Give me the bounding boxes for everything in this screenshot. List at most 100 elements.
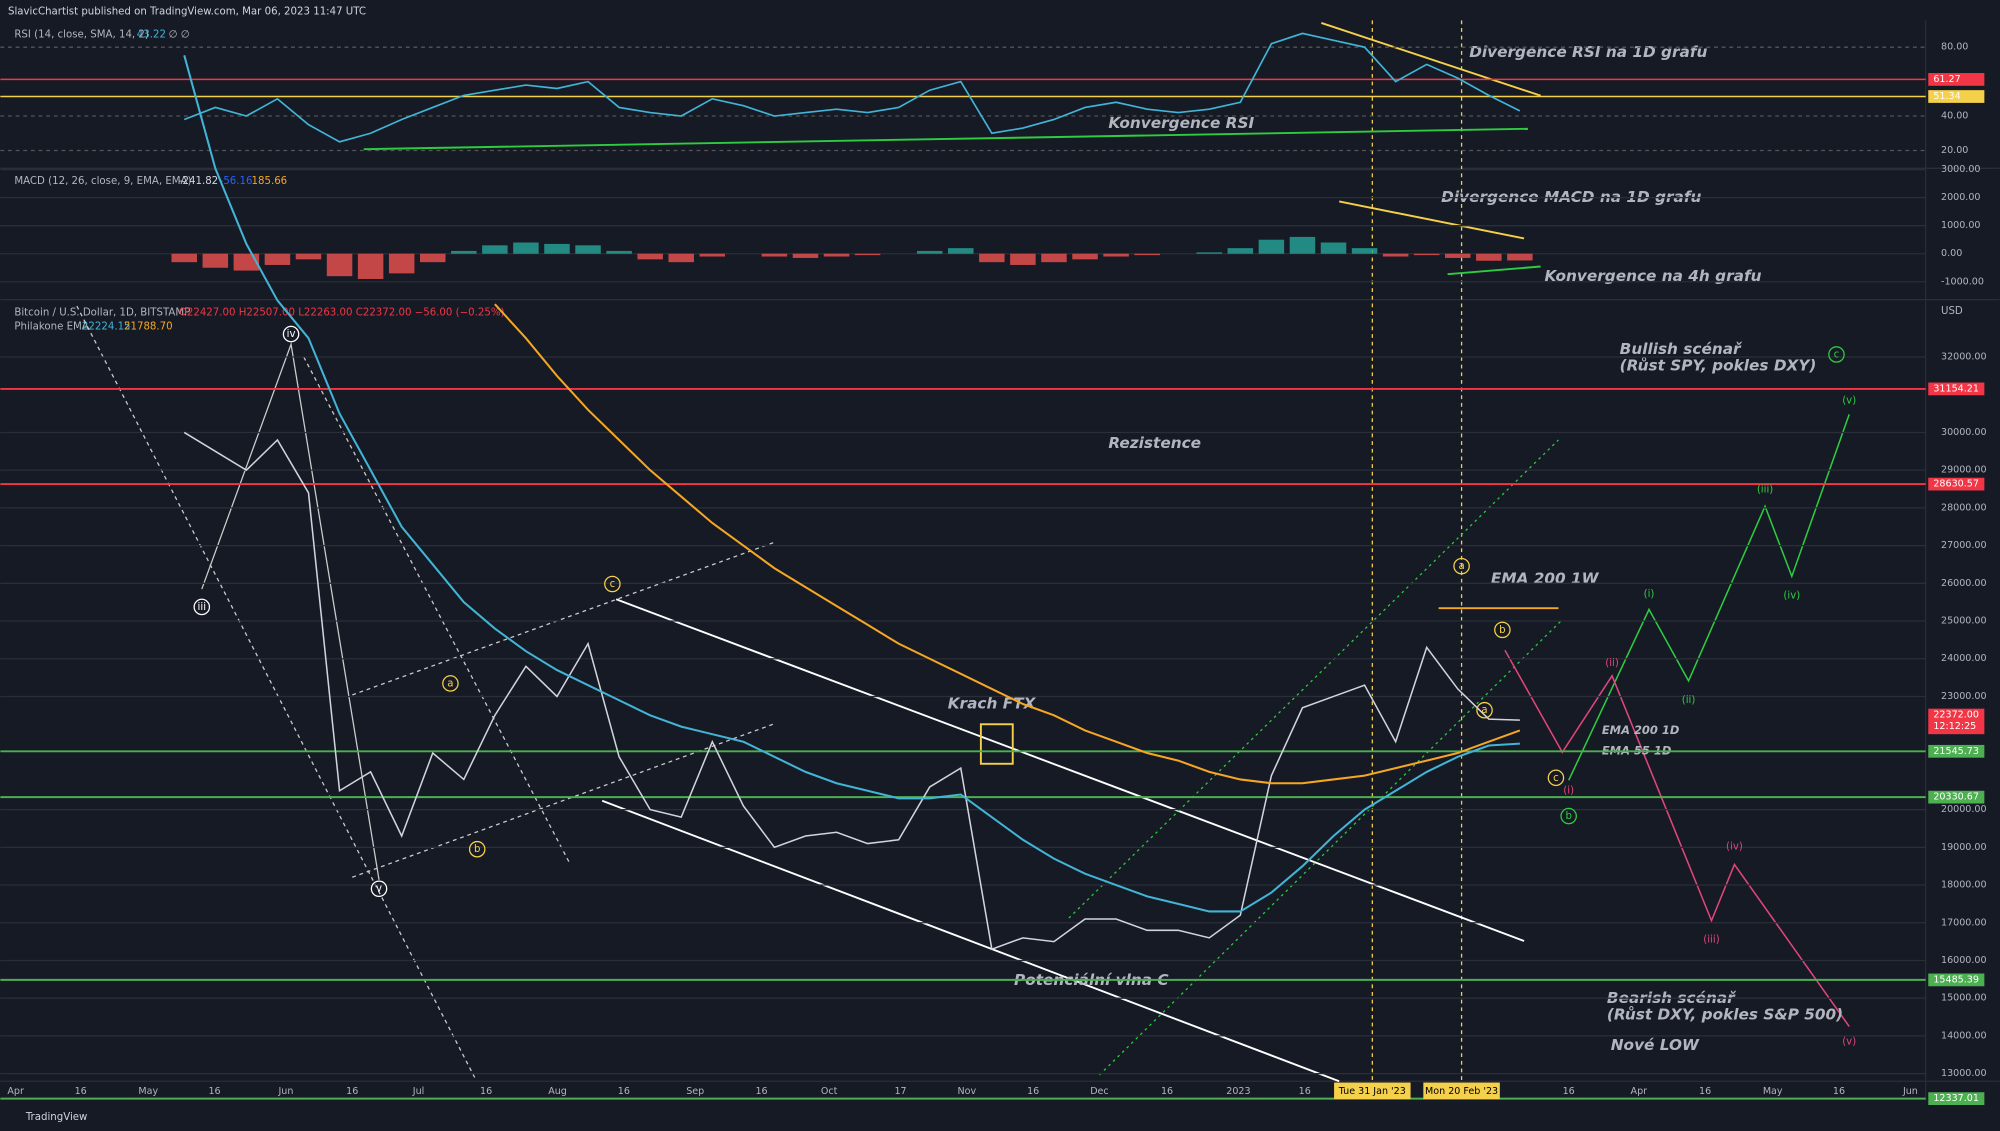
level-label: 15485.39 [1933,974,1979,985]
level-label: 20330.67 [1933,792,1979,803]
macd-bar [1134,253,1160,256]
x-tick-label: Aug [548,1086,567,1097]
x-tick-label: 16 [1161,1086,1173,1097]
y-tick-label: 0.00 [1941,248,1962,259]
macd-bar [823,253,850,257]
macd-signal: 185.66 [252,176,288,187]
wave-circle [468,840,486,858]
macd-line: -56.16 [220,176,253,187]
wave-circle [370,880,388,898]
date-badge [1423,1082,1500,1100]
level-badge [1928,790,1985,804]
wave-label: iv [287,329,296,340]
wave-label: (i) [1644,589,1655,600]
macd-bar [761,253,788,257]
y-tick-label: 24000.00 [1941,653,1987,664]
wave-label: (i) [1563,786,1574,797]
level-badge [1928,382,1985,396]
y-tick-label: 13000.00 [1941,1068,1987,1079]
macd-bar [1258,239,1285,254]
wave-label: b [1499,625,1505,636]
y-tick-label: 15000.00 [1941,993,1987,1004]
macd-bar [1351,248,1378,254]
ema-a: 22224.15 [82,321,131,332]
x-tick-label: 16 [755,1086,767,1097]
y-tick-label: -1000.00 [1941,276,1984,287]
x-tick-label: Jun [277,1086,293,1097]
wave-circle [1453,557,1470,575]
macd-bar [513,242,539,254]
y-tick-label: 80.00 [1941,42,1968,53]
macd-bar [1382,253,1409,257]
x-tick-label: 16 [1299,1086,1311,1097]
annotation: Konvergence na 4h grafu [1544,267,1761,285]
ema-legend: Philakone EMA [14,321,88,332]
date-badge-label: Mon 20 Feb '23 [1425,1086,1498,1097]
y-tick-label: 28000.00 [1941,502,1987,513]
macd-bar [388,253,415,274]
y-tick-label: 25000.00 [1941,616,1987,627]
level-badge [1928,477,1985,491]
x-tick-label: Apr [1631,1086,1648,1097]
y-tick-label: 27000.00 [1941,540,1987,551]
level-label: 12337.01 [1933,1093,1979,1104]
x-tick-label: 17 [894,1086,906,1097]
macd-bar [637,253,663,260]
wave-circle [1828,346,1845,363]
macd-bar [979,253,1005,263]
macd-bar [233,253,260,271]
level-badge [1928,90,1985,103]
y-tick-label: 40.00 [1941,111,1968,122]
x-tick-label: Sep [686,1086,704,1097]
y-tick-label: 26000.00 [1941,578,1987,589]
wave-label: (iv) [1783,590,1800,601]
macd-hist: -241.82 [179,176,218,187]
y-tick-label: 23000.00 [1941,691,1987,702]
macd-bar [202,253,229,268]
x-tick-label: 16 [1563,1086,1575,1097]
level-badge [1928,73,1985,86]
level-badge [1928,744,1985,758]
y-tick-label: 1000.00 [1941,220,1980,231]
macd-bar [948,248,974,254]
annotation: (Růst DXY, pokles S&P 500) [1607,1005,1843,1023]
ema-line [494,303,1521,785]
x-tick-label: 16 [208,1086,220,1097]
macd-bar [699,253,726,257]
macd-bar [419,253,446,263]
x-tick-label: Jun [1902,1086,1918,1097]
level-badge [1928,973,1985,987]
y-tick-label: 20000.00 [1941,804,1987,815]
macd-bar [575,245,601,254]
wave-label: iii [198,602,207,613]
wave-label: (v) [1842,395,1856,406]
wave-label: v [376,884,382,895]
annotation: Divergence RSI na 1D grafu [1469,43,1707,61]
x-tick-label: 16 [75,1086,87,1097]
level-label: 28630.57 [1933,479,1979,490]
y-tick-label: 17000.00 [1941,917,1987,928]
wave-circle [1547,769,1565,787]
wave-label: c [1553,773,1559,784]
rsi-legend: RSI (14, close, SMA, 14, 2) [14,29,149,40]
y-tick-label: 3000.00 [1941,164,1980,175]
x-tick-label: May [138,1086,158,1097]
macd-bar [357,253,384,279]
wave-label: b [474,844,480,855]
logo: TradingView [25,1112,88,1123]
annotation: Nové LOW [1611,1036,1700,1054]
x-tick-label: 16 [346,1086,358,1097]
price-badge-label: 22372.00 [1933,710,1979,721]
macd-bar [1413,253,1440,256]
macd-bar [668,253,694,263]
wave-circle [604,575,621,593]
wave-label: (ii) [1605,658,1619,669]
currency: USD [1941,306,1963,317]
x-tick-label: 16 [1833,1086,1845,1097]
rsi-line [183,32,1521,143]
rsi-extra: ∅ ∅ [169,29,190,40]
macd-bar [295,253,322,260]
ohlc: O22427.00 H22507.00 L22263.00 C22372.00 … [179,307,505,318]
macd-bar [792,253,819,258]
x-tick-label: Dec [1090,1086,1108,1097]
